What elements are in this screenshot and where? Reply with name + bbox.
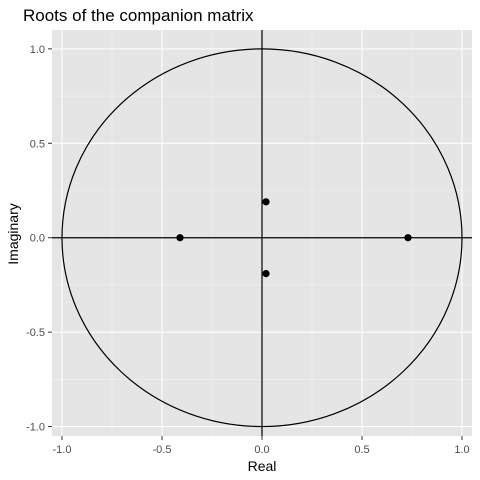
y-tick-label: 1.0 [30,44,45,56]
chart-title: Roots of the companion matrix [23,6,254,25]
y-tick-label: 0.0 [30,233,45,245]
x-tick-label: -1.0 [53,444,72,456]
root-point [262,198,270,206]
y-tick-label: 0.5 [30,138,45,150]
y-tick-label: -0.5 [26,327,45,339]
x-tick-label: 1.0 [454,444,469,456]
x-axis: -1.0 -0.5 0.0 0.5 1.0 [53,436,470,456]
x-tick-label: -0.5 [153,444,172,456]
y-axis-title: Imaginary [5,203,21,264]
x-tick-label: 0.5 [354,444,369,456]
x-tick-label: 0.0 [254,444,269,456]
root-point [262,270,270,278]
chart-marks [52,30,472,436]
root-point [176,234,184,242]
root-point [404,234,412,242]
y-axis: -1.0 -0.5 0.0 0.5 1.0 [26,44,52,434]
y-tick-label: -1.0 [26,422,45,434]
x-axis-title: Real [248,458,277,474]
